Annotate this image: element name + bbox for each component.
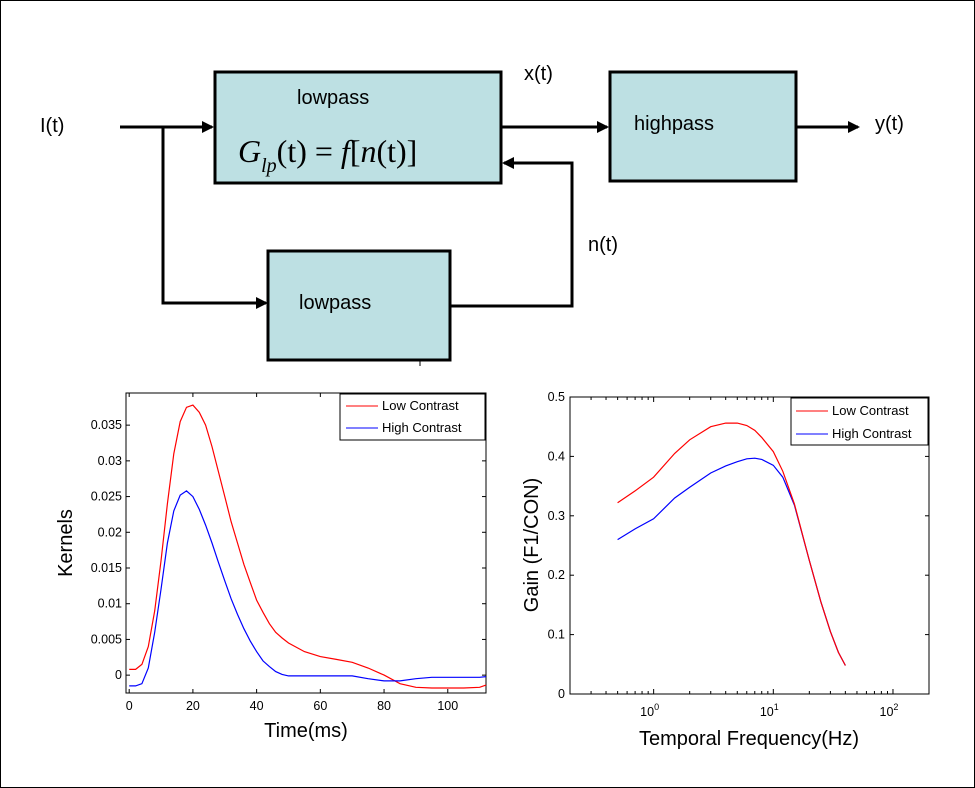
n-signal-label: n(t): [588, 234, 618, 256]
kernels-chart: 0 0.005 0.01 0.015 0.02 0.025 0.03 0.035 0 20 40 6…: [55, 392, 487, 742]
gain-series-line-low: [617, 422, 846, 666]
gain-x-ticks: 100 101 102: [569, 397, 930, 719]
highpass-label: highpass: [634, 113, 714, 135]
gain-y-tick-label: 0.4: [548, 449, 565, 463]
gain-legend: Low Contrast High Contrast: [790, 397, 929, 446]
kernels-y-ticks: 0 0.005 0.01 0.015 0.02 0.025 0.03 0.035: [91, 418, 486, 682]
kernels-legend-high: High Contrast: [382, 420, 462, 435]
kernels-y-tick-label: 0.005: [91, 632, 122, 646]
gain-y-tick-label: 0: [558, 687, 565, 701]
gain-y-tick-label: 0.1: [548, 628, 565, 642]
kernels-legend-box: [339, 393, 486, 441]
gain-x-tick-label: 100: [640, 702, 659, 719]
block-diagram: lowpass Glp(t) = f[n(t)] highpass lowpass …: [40, 63, 904, 366]
kernels-x-tick-label: 0: [126, 699, 133, 713]
kernels-x-ticks: 0 20 40 60 80 100: [126, 393, 458, 713]
gain-plot-area: [569, 396, 930, 695]
kernels-y-tick-label: 0.025: [91, 490, 122, 504]
gain-y-axis-label: Gain (F1/CON): [521, 478, 543, 612]
top-lowpass-label: lowpass: [297, 87, 369, 109]
gain-y-tick-label: 0.3: [548, 509, 565, 523]
kernels-y-tick-label: 0.03: [98, 454, 122, 468]
kernels-x-tick-label: 60: [313, 699, 327, 713]
gain-x-axis-label: Temporal Frequency(Hz): [639, 728, 859, 750]
kernels-legend: Low Contrast High Contrast: [339, 393, 486, 441]
gain-legend-high: High Contrast: [832, 426, 912, 441]
kernels-series-line-high: [129, 490, 487, 687]
bottom-lowpass-block: [266, 249, 452, 362]
gain-legend-low: Low Contrast: [832, 403, 909, 418]
kernels-x-tick-label: 80: [377, 699, 391, 713]
branch-wire: [161, 127, 268, 309]
top-lowpass-block: [213, 70, 503, 185]
x-signal-label: x(t): [524, 63, 553, 85]
kernels-x-axis-label: Time(ms): [264, 720, 348, 742]
gain-series: [617, 422, 846, 666]
kernels-legend-low: Low Contrast: [382, 398, 459, 413]
kernels-y-tick-label: 0.01: [98, 597, 122, 611]
kernels-series: [129, 404, 487, 689]
kernels-x-tick-label: 40: [250, 699, 264, 713]
gain-x-tick-label: 102: [880, 702, 899, 719]
gain-legend-box: [790, 397, 929, 446]
kernels-y-axis-label: Kernels: [55, 509, 77, 577]
highpass-block: [608, 70, 798, 183]
formula: Glp(t) = f[n(t)]: [238, 133, 417, 177]
gain-y-tick-label: 0.5: [548, 390, 565, 404]
kernels-y-tick-label: 0.02: [98, 525, 122, 539]
gain-chart: 0 0.1 0.2 0.3 0.4 0.5 100 101 102 Temporal Freq…: [521, 390, 930, 750]
input-label: I(t): [40, 115, 64, 137]
gain-x-tick-label: 101: [760, 702, 779, 719]
feedback-wire: [451, 157, 574, 308]
kernels-y-tick-label: 0.035: [91, 418, 122, 432]
kernels-y-tick-label: 0.015: [91, 561, 122, 575]
kernels-x-tick-label: 20: [186, 699, 200, 713]
bottom-lowpass-label: lowpass: [299, 292, 371, 314]
output-label: y(t): [875, 113, 904, 135]
gain-y-ticks: 0 0.1 0.2 0.3 0.4 0.5: [548, 390, 929, 701]
gain-y-tick-label: 0.2: [548, 568, 565, 582]
kernels-x-tick-label: 100: [437, 699, 458, 713]
kernels-y-tick-label: 0: [115, 668, 122, 682]
kernels-plot-area: [125, 392, 487, 694]
